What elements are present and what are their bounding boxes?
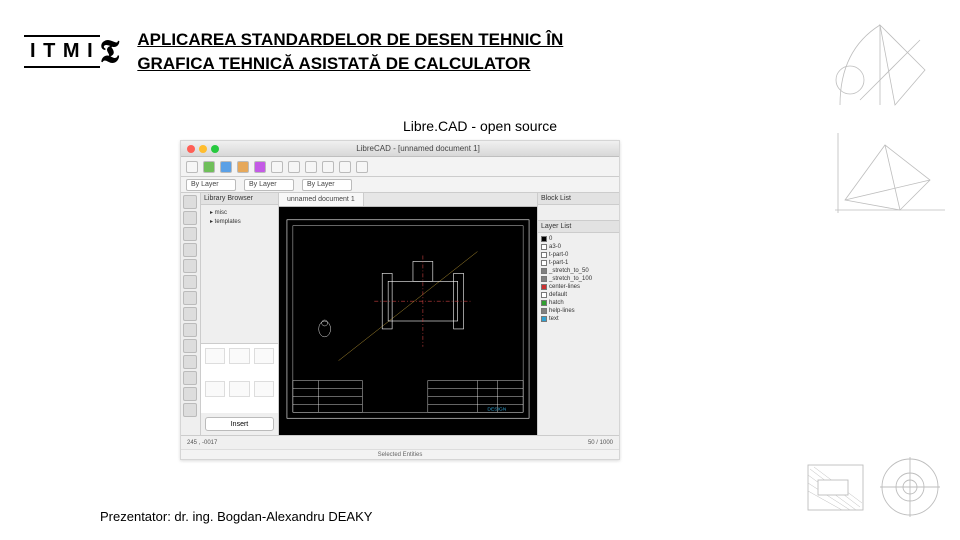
toolbar-button[interactable] bbox=[220, 161, 232, 173]
toolbar-button[interactable] bbox=[186, 161, 198, 173]
logo-area: I T M I 𝕿 bbox=[30, 33, 119, 71]
insert-button[interactable]: Insert bbox=[205, 417, 274, 431]
tool-button[interactable] bbox=[183, 291, 197, 305]
document-tabs: unnamed document 1 bbox=[279, 193, 537, 207]
minimize-button[interactable] bbox=[199, 145, 207, 153]
main-toolbar bbox=[181, 157, 619, 177]
toolbar-button[interactable] bbox=[237, 161, 249, 173]
width-dropdown[interactable]: By Layer bbox=[244, 179, 294, 191]
slide-header: I T M I 𝕿 APLICAREA STANDARDELOR DE DESE… bbox=[30, 28, 637, 76]
tool-button[interactable] bbox=[183, 387, 197, 401]
titleblock-text: DESIGN bbox=[487, 406, 506, 412]
scale-readout: 50 / 1000 bbox=[588, 440, 613, 446]
tool-button[interactable] bbox=[183, 211, 197, 225]
zoom-button[interactable] bbox=[211, 145, 219, 153]
caption: Libre.CAD - open source bbox=[403, 118, 557, 134]
decor-sketch-3 bbox=[800, 435, 950, 535]
properties-toolbar: By Layer By Layer By Layer bbox=[181, 177, 619, 193]
tool-button[interactable] bbox=[183, 243, 197, 257]
document-tab[interactable]: unnamed document 1 bbox=[279, 193, 364, 206]
layer-list-panel: Layer List 0a3-0t-part-0t-part-1_stretch… bbox=[538, 221, 619, 435]
block-list-header: Block List bbox=[538, 193, 619, 205]
tool-button[interactable] bbox=[183, 195, 197, 209]
layer-row[interactable]: _stretch_to_50 bbox=[541, 267, 616, 275]
close-button[interactable] bbox=[187, 145, 195, 153]
toolbar-button[interactable] bbox=[271, 161, 283, 173]
layer-row[interactable]: a3-0 bbox=[541, 243, 616, 251]
drawing-canvas[interactable]: DESIGN bbox=[279, 207, 537, 435]
tool-palette bbox=[181, 193, 201, 435]
slide-title: APLICAREA STANDARDELOR DE DESEN TEHNIC Î… bbox=[137, 28, 637, 76]
tool-button[interactable] bbox=[183, 371, 197, 385]
librecad-window: LibreCAD - [unnamed document 1] By Layer… bbox=[180, 140, 620, 460]
toolbar-button[interactable] bbox=[203, 161, 215, 173]
layer-row[interactable]: help-lines bbox=[541, 307, 616, 315]
layer-row[interactable]: t-part-1 bbox=[541, 259, 616, 267]
decor-sketch-1 bbox=[830, 10, 950, 115]
tool-button[interactable] bbox=[183, 275, 197, 289]
canvas-area: unnamed document 1 bbox=[279, 193, 537, 435]
library-thumbnails[interactable] bbox=[201, 343, 278, 413]
window-title: LibreCAD - [unnamed document 1] bbox=[223, 144, 613, 153]
linetype-dropdown[interactable]: By Layer bbox=[302, 179, 352, 191]
status-bar: 245 , -0017 50 / 1000 bbox=[181, 435, 619, 449]
coord-readout: 245 , -0017 bbox=[187, 440, 217, 446]
selected-entities-bar: Selected Entities bbox=[181, 449, 619, 459]
mac-titlebar: LibreCAD - [unnamed document 1] bbox=[181, 141, 619, 157]
swirl-logo: 𝕿 bbox=[100, 33, 120, 71]
presenter-line: Prezentator: dr. ing. Bogdan-Alexandru D… bbox=[100, 509, 372, 524]
library-tree[interactable]: ▸ misc▸ templates bbox=[201, 205, 278, 229]
tool-button[interactable] bbox=[183, 355, 197, 369]
tool-button[interactable] bbox=[183, 339, 197, 353]
tree-item[interactable]: ▸ misc bbox=[204, 208, 275, 217]
tool-button[interactable] bbox=[183, 403, 197, 417]
title-block: APLICAREA STANDARDELOR DE DESEN TEHNIC Î… bbox=[137, 28, 637, 76]
tool-button[interactable] bbox=[183, 307, 197, 321]
layer-row[interactable]: hatch bbox=[541, 299, 616, 307]
toolbar-button[interactable] bbox=[322, 161, 334, 173]
library-panel: Library Browser ▸ misc▸ templates Insert bbox=[201, 193, 279, 435]
toolbar-button[interactable] bbox=[305, 161, 317, 173]
toolbar-button[interactable] bbox=[288, 161, 300, 173]
block-list-panel: Block List bbox=[538, 193, 619, 221]
layer-row[interactable]: _stretch_to_100 bbox=[541, 275, 616, 283]
right-panels: Block List Layer List 0a3-0t-part-0t-par… bbox=[537, 193, 619, 435]
decor-sketch-2 bbox=[830, 125, 950, 220]
layer-row[interactable]: center-lines bbox=[541, 283, 616, 291]
tree-item[interactable]: ▸ templates bbox=[204, 217, 275, 226]
layer-row[interactable]: 0 bbox=[541, 235, 616, 243]
toolbar-button[interactable] bbox=[254, 161, 266, 173]
layer-row[interactable]: text bbox=[541, 315, 616, 323]
layer-list[interactable]: 0a3-0t-part-0t-part-1_stretch_to_50_stre… bbox=[538, 233, 619, 325]
layer-row[interactable]: t-part-0 bbox=[541, 251, 616, 259]
color-dropdown[interactable]: By Layer bbox=[186, 179, 236, 191]
library-header: Library Browser bbox=[201, 193, 278, 205]
layer-list-header: Layer List bbox=[538, 221, 619, 233]
toolbar-button[interactable] bbox=[356, 161, 368, 173]
tool-button[interactable] bbox=[183, 227, 197, 241]
toolbar-button[interactable] bbox=[339, 161, 351, 173]
layer-row[interactable]: default bbox=[541, 291, 616, 299]
itmi-logo: I T M I bbox=[30, 40, 94, 63]
main-area: Library Browser ▸ misc▸ templates Insert… bbox=[181, 193, 619, 435]
tool-button[interactable] bbox=[183, 323, 197, 337]
tool-button[interactable] bbox=[183, 259, 197, 273]
